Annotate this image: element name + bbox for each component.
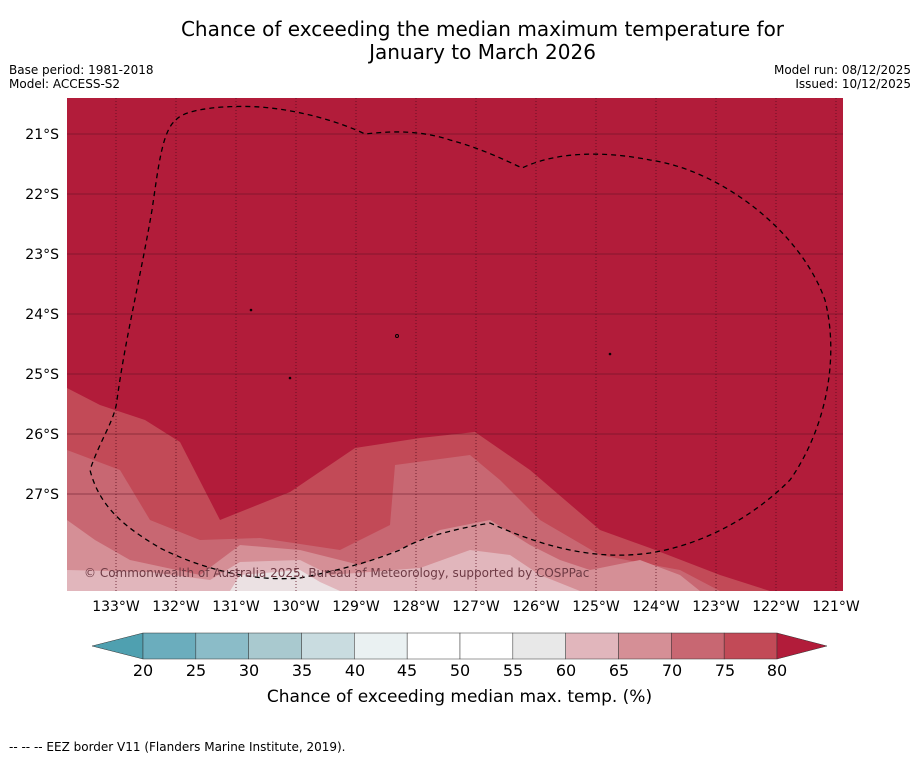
band-55 — [230, 570, 340, 591]
colorbar-cell — [301, 632, 355, 660]
title-line-2: January to March 2026 — [369, 40, 596, 64]
lon-label: 122°W — [752, 599, 800, 615]
lon-label: 121°W — [812, 599, 860, 615]
chart-title: Chance of exceeding the median maximum t… — [0, 18, 919, 64]
colorbar-tick: 75 — [714, 661, 736, 680]
lon-label: 132°W — [152, 599, 200, 615]
colorbar-cell — [512, 632, 566, 660]
lon-label: 124°W — [632, 599, 680, 615]
colorbar-over-arrow — [776, 632, 828, 660]
colorbar-tick: 20 — [132, 661, 154, 680]
colorbar-tick: 50 — [449, 661, 471, 680]
colorbar-cell — [142, 632, 197, 660]
lat-label: 22°S — [25, 187, 59, 203]
colorbar-tick: 45 — [396, 661, 418, 680]
lat-label: 24°S — [25, 307, 59, 323]
colorbar-cell — [195, 632, 249, 660]
lat-label: 25°S — [25, 367, 59, 383]
lon-label: 126°W — [512, 599, 560, 615]
colorbar-cell — [723, 632, 778, 660]
colorbar-tick: 40 — [344, 661, 366, 680]
map-area: © Commonwealth of Australia 2025, Bureau… — [67, 98, 843, 591]
colorbar-cell — [618, 632, 672, 660]
latitude-labels: 21°S 22°S 23°S 24°S 25°S 26°S 27°S — [25, 127, 59, 503]
colorbar-cells — [142, 632, 778, 660]
model-run: Model run: 08/12/2025 — [773, 63, 911, 77]
base-period: Base period: 1981-2018 — [9, 63, 154, 77]
issued-date: Issued: 10/12/2025 — [795, 77, 911, 91]
lon-label: 129°W — [332, 599, 380, 615]
longitude-labels: 133°W 132°W 131°W 130°W 129°W 128°W 127°… — [92, 599, 860, 615]
lon-label: 131°W — [212, 599, 260, 615]
lon-label: 130°W — [272, 599, 320, 615]
copyright-notice: © Commonwealth of Australia 2025, Bureau… — [84, 566, 589, 580]
colorbar-under-arrow — [91, 632, 144, 660]
colorbar-tick: 25 — [185, 661, 207, 680]
model-name: Model: ACCESS-S2 — [9, 77, 121, 91]
eez-border — [89, 105, 832, 580]
colorbar-cell — [406, 632, 461, 660]
colorbar-title: Chance of exceeding median max. temp. (%… — [266, 687, 653, 707]
band-60 — [67, 550, 580, 591]
colorbar-cell — [671, 632, 725, 660]
colorbar-cell — [459, 632, 514, 660]
colorbar-cell — [565, 632, 619, 660]
lat-label: 23°S — [25, 247, 59, 263]
colorbar-tick: 60 — [555, 661, 577, 680]
lon-label: 128°W — [392, 599, 440, 615]
colorbar-tick: 80 — [766, 661, 788, 680]
colorbar-cell — [248, 632, 302, 660]
title-line-1: Chance of exceeding the median maximum t… — [180, 17, 785, 41]
lat-label: 21°S — [25, 127, 59, 143]
lon-label: 123°W — [692, 599, 740, 615]
colorbar-tick: 55 — [502, 661, 524, 680]
colorbar-tick: 70 — [661, 661, 683, 680]
graticule — [115, 98, 837, 591]
latitude-lines — [67, 133, 843, 495]
lat-label: 27°S — [25, 487, 59, 503]
colorbar-cell — [354, 632, 408, 660]
meta-right: Model run: 08/12/2025 Issued: 10/12/2025 — [774, 63, 911, 91]
colorbar-tick: 65 — [608, 661, 630, 680]
eez-legend-note: -- -- -- EEZ border V11 (Flanders Marine… — [9, 740, 346, 754]
islands — [249, 308, 612, 380]
lon-label: 133°W — [92, 599, 140, 615]
meta-left: Base period: 1981-2018 Model: ACCESS-S2 — [9, 63, 154, 91]
colorbar-tick: 35 — [291, 661, 313, 680]
lat-label: 26°S — [25, 427, 59, 443]
lon-label: 125°W — [572, 599, 620, 615]
colorbar — [91, 632, 828, 660]
colorbar-tick: 30 — [238, 661, 260, 680]
lon-label: 127°W — [452, 599, 500, 615]
